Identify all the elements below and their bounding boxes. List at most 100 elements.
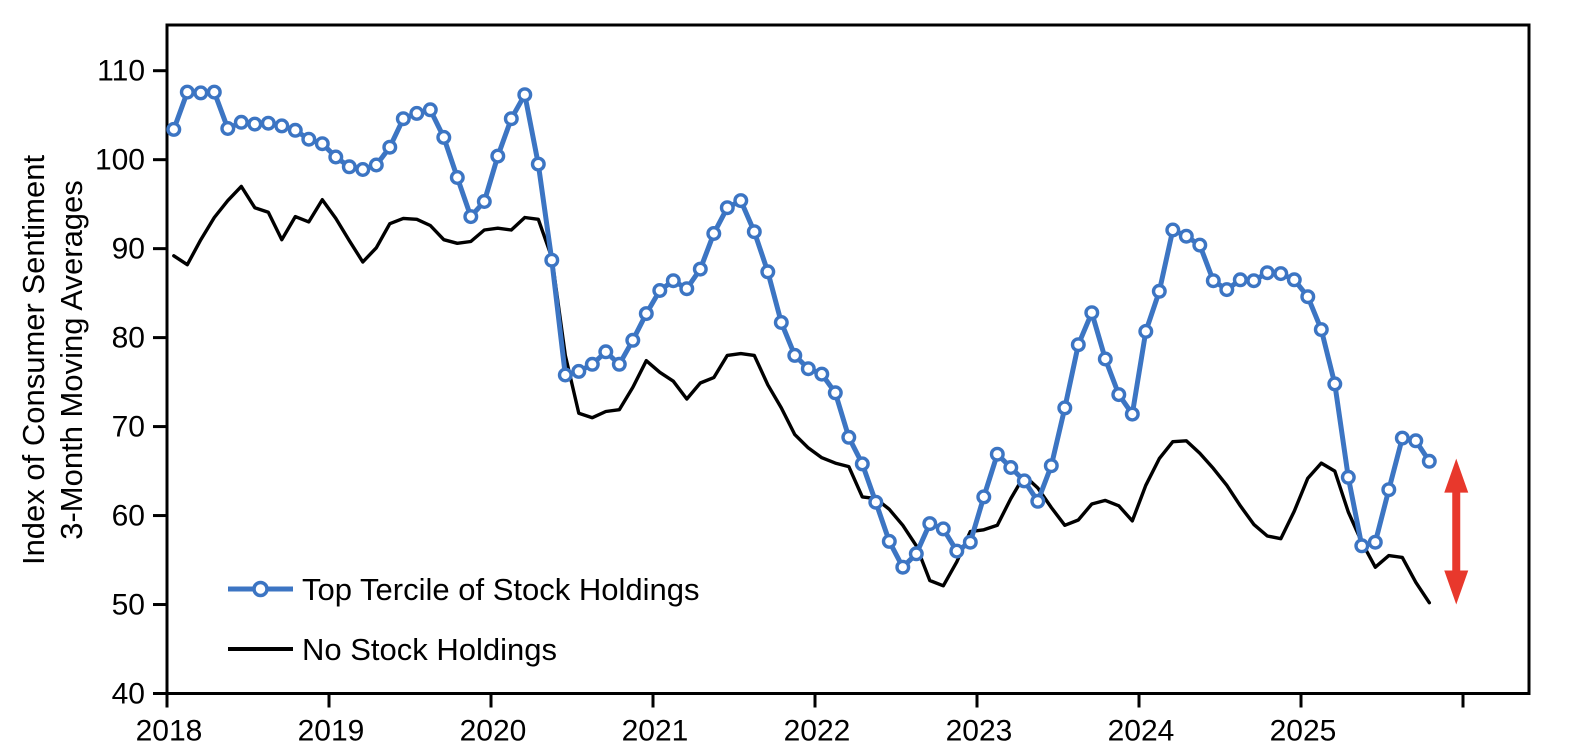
plot-border [165, 23, 1531, 695]
top-tercile-marker [922, 516, 938, 532]
top-tercile-marker [1286, 272, 1302, 288]
top-tercile-marker [1043, 458, 1059, 474]
top-tercile-marker [1165, 222, 1181, 238]
top-tercile-marker [881, 533, 897, 549]
top-tercile-marker [517, 87, 533, 103]
top-tercile-marker [746, 224, 762, 240]
top-tercile-marker [260, 115, 276, 131]
legend-open-circle-marker [252, 580, 269, 598]
top-tercile-marker [827, 385, 843, 401]
top-tercile-marker [895, 559, 911, 575]
no-stock-holdings-line [172, 184, 1432, 605]
top-tercile-marker [598, 344, 614, 360]
double-headed-arrow [1444, 458, 1469, 605]
top-tercile-marker [962, 534, 978, 550]
top-tercile-marker [409, 105, 425, 121]
top-tercile-marker [1300, 289, 1316, 305]
top-tercile-marker [665, 273, 681, 289]
top-tercile-marker [1232, 272, 1248, 288]
top-tercile-marker [179, 84, 195, 100]
top-tercile-marker [1151, 283, 1167, 299]
top-tercile-marker [706, 225, 722, 241]
top-tercile-marker [463, 209, 479, 225]
top-tercile-marker [328, 149, 344, 165]
top-tercile-marker [1354, 538, 1370, 554]
y-axis-ticks: 40 50 60 70 80 90 100 110 [95, 55, 167, 710]
top-tercile-marker [1408, 433, 1424, 449]
top-tercile-marker [1178, 228, 1194, 244]
x-tick-label: 2022 [784, 715, 851, 748]
top-tercile-marker [1246, 273, 1262, 289]
top-tercile-marker [301, 131, 317, 147]
y-tick-label: 50 [112, 589, 145, 622]
top-tercile-marker [1273, 266, 1289, 282]
y-tick-label: 110 [97, 55, 145, 88]
top-tercile-marker [530, 156, 546, 172]
top-tercile-marker [287, 122, 303, 138]
top-tercile-marker [382, 139, 398, 155]
top-tercile-marker [1205, 273, 1221, 289]
top-tercile-marker [841, 429, 857, 445]
top-tercile-marker [220, 120, 236, 136]
top-tercile-marker [949, 543, 965, 559]
top-tercile-marker [935, 521, 951, 537]
top-tercile-marker [625, 332, 641, 348]
top-tercile-marker [1327, 376, 1343, 392]
top-tercile-marker [1057, 400, 1073, 416]
legend-label-no-stock: No Stock Holdings [302, 632, 557, 667]
y-tick-label: 90 [112, 233, 145, 266]
top-tercile-marker [733, 193, 749, 209]
top-tercile-marker [206, 84, 222, 100]
top-tercile-marker [989, 446, 1005, 462]
x-axis-ticks: 2018 2019 2020 2021 2022 2023 2024 2025 [136, 693, 1465, 748]
top-tercile-marker [233, 114, 249, 130]
top-tercile-marker [422, 102, 438, 118]
top-tercile-marker [1003, 460, 1019, 476]
y-axis-title-line1: Index of Consumer Sentiment [16, 155, 51, 565]
top-tercile-marker [355, 161, 371, 177]
top-tercile-marker [1313, 322, 1329, 338]
top-tercile-marker [557, 367, 573, 383]
top-tercile-marker [193, 85, 209, 101]
top-tercile-marker [760, 264, 776, 280]
x-tick-label: 2025 [1270, 715, 1337, 748]
legend-label-top-tercile: Top Tercile of Stock Holdings [302, 572, 699, 607]
top-tercile-marker [476, 193, 492, 209]
top-tercile-marker [719, 200, 735, 216]
top-tercile-marker [976, 489, 992, 505]
top-tercile-marker [274, 118, 290, 134]
top-tercile-marker [490, 148, 506, 164]
top-tercile-marker [1138, 323, 1154, 339]
x-tick-label: 2021 [622, 715, 689, 748]
y-tick-label: 60 [112, 500, 145, 533]
top-tercile-marker [638, 306, 654, 322]
top-tercile-marker [247, 116, 263, 132]
top-tercile-marker [814, 366, 830, 382]
top-tercile-marker [1030, 493, 1046, 509]
top-tercile-marker [341, 159, 357, 175]
top-tercile-marker [908, 546, 924, 562]
top-tercile-marker [166, 121, 182, 137]
top-tercile-marker [571, 363, 587, 379]
top-tercile-marker [1421, 453, 1437, 469]
legend-item-no-stock: No Stock Holdings [228, 632, 557, 667]
gap-arrow-annotation [1444, 458, 1469, 605]
series-no-stock-holdings [172, 184, 1432, 605]
top-tercile-marker [1070, 337, 1086, 353]
top-tercile-marker [1259, 265, 1275, 281]
top-tercile-marker [787, 347, 803, 363]
y-tick-label: 70 [112, 411, 145, 444]
top-tercile-marker [652, 283, 668, 299]
x-tick-label: 2020 [460, 715, 527, 748]
top-tercile-marker [1084, 305, 1100, 321]
top-tercile-marker [611, 356, 627, 372]
legend: Top Tercile of Stock Holdings No Stock H… [228, 572, 699, 667]
top-tercile-marker [1111, 387, 1127, 403]
top-tercile-marker [854, 456, 870, 472]
top-tercile-marker [449, 169, 465, 185]
x-tick-label: 2023 [946, 715, 1013, 748]
top-tercile-marker [679, 281, 695, 297]
x-tick-label: 2018 [136, 715, 203, 748]
top-tercile-marker [773, 315, 789, 331]
